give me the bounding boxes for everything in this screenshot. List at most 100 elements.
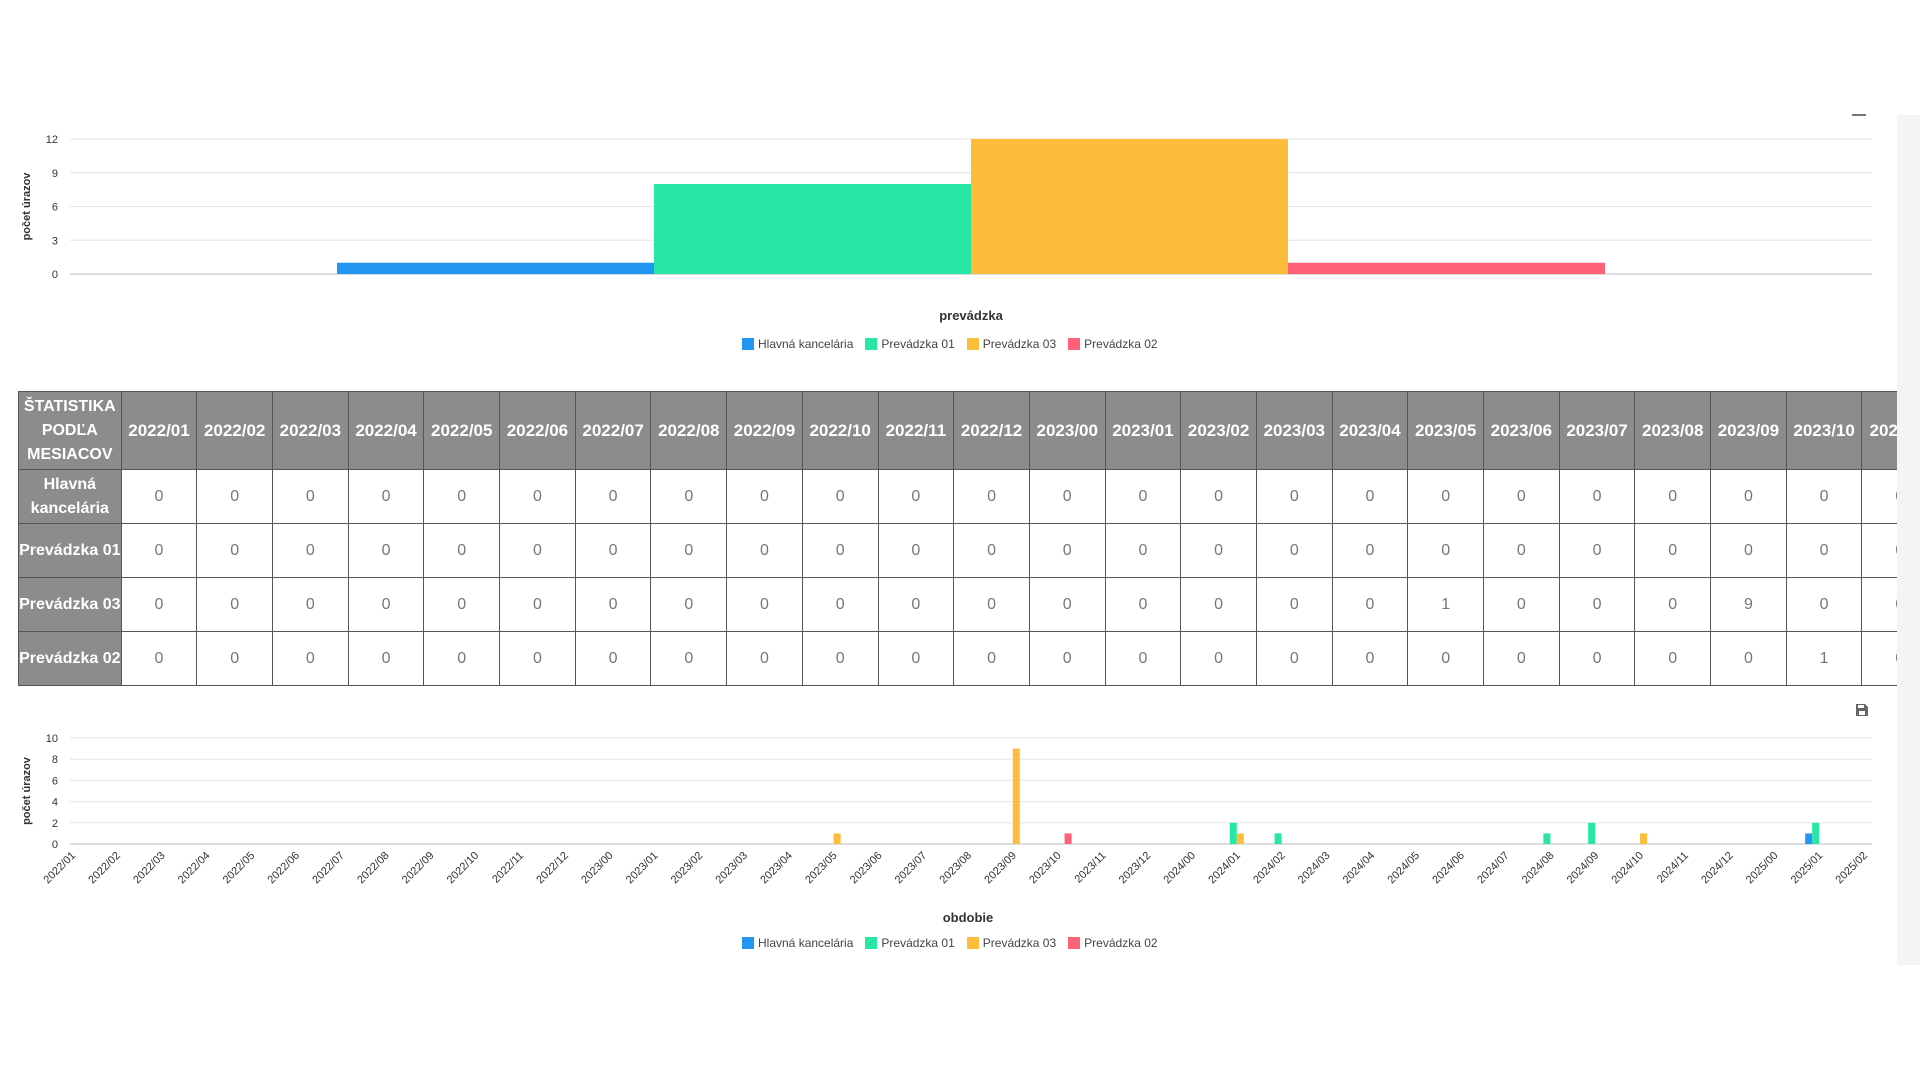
table-cell: 0 (272, 577, 349, 632)
bar-prevadzka-01[interactable] (1812, 822, 1820, 844)
bar-prevadzka-03[interactable] (1236, 833, 1244, 844)
y-axis-label: počet úrazov (21, 756, 33, 825)
scrollbar-track[interactable] (1897, 115, 1920, 965)
bar-prevadzka-01[interactable] (1543, 833, 1551, 844)
table-cell: 0 (499, 577, 576, 632)
legend-item-hlavna-kancelaria[interactable]: Hlavná kancelária (742, 936, 853, 950)
bar-hlavna-kancelaria[interactable] (1805, 833, 1813, 844)
table-cell: 0 (196, 631, 274, 686)
minimize-icon[interactable] (1852, 114, 1866, 116)
bar-prevadzka-03[interactable] (971, 139, 1288, 274)
column-header: 2023/00 (1028, 391, 1106, 470)
table-cell: 0 (1483, 523, 1560, 578)
bar-prevadzka-03[interactable] (1012, 748, 1020, 844)
bar-hlavna-kancelaria[interactable] (337, 262, 654, 274)
y-tick-label: 6 (52, 775, 58, 787)
save-icon[interactable] (1855, 703, 1869, 717)
column-header: 2023/05 (1407, 391, 1485, 470)
y-tick-label: 6 (52, 202, 58, 214)
table-cell: 0 (1255, 523, 1333, 578)
table-row: Prevádzka 020000000000000000000000100 (18, 631, 1920, 686)
legend-item-hlavna-kancelaria[interactable]: Hlavná kancelária (742, 337, 853, 351)
legend-top: Hlavná kancelária Prevádzka 01 Prevádzka 0… (742, 337, 1158, 351)
bar-prevadzka-02[interactable] (1288, 262, 1605, 274)
bar-prevadzka-01[interactable] (654, 184, 971, 274)
table-cell: 0 (1104, 469, 1182, 524)
table-cell: 0 (650, 577, 728, 632)
legend-swatch (865, 338, 878, 350)
table-cell: 1 (1407, 577, 1485, 632)
table-cell: 0 (877, 631, 955, 686)
x-tick-label: 2025/00 (1744, 850, 1781, 887)
table-cell: 0 (801, 469, 879, 524)
table-cell: 0 (1180, 469, 1257, 524)
x-tick-label: 2024/04 (1341, 850, 1378, 887)
table-cell: 0 (1785, 523, 1863, 578)
y-tick-label: 10 (46, 733, 58, 745)
row-header: Prevádzka 01 (18, 523, 122, 578)
x-tick-label: 2024/07 (1475, 850, 1512, 887)
bar-prevadzka-03[interactable] (1640, 833, 1647, 844)
x-tick-label: 2023/06 (848, 850, 885, 887)
table-cell: 0 (272, 523, 349, 578)
table-cell: 0 (650, 631, 728, 686)
bar-prevadzka-02[interactable] (1064, 833, 1072, 844)
table-cell: 0 (1407, 469, 1485, 524)
x-tick-label: 2022/12 (534, 850, 571, 887)
y-tick-label: 2 (52, 818, 58, 830)
table-cell: 0 (1407, 631, 1485, 686)
table-cell: 0 (347, 577, 425, 632)
legend-label: Prevádzka 01 (881, 936, 955, 950)
legend-label: Prevádzka 03 (982, 936, 1057, 950)
column-header: 2023/03 (1255, 391, 1333, 470)
table-cell: 0 (801, 577, 879, 632)
legend-item-prevadzka-03[interactable]: Prevádzka 03 (966, 936, 1057, 950)
legend-item-prevadzka-01[interactable]: Prevádzka 01 (865, 337, 955, 351)
bar-prevadzka-03[interactable] (833, 833, 841, 844)
table-cell: 0 (1710, 523, 1787, 578)
column-header: 2022/04 (347, 391, 425, 470)
table-cell: 0 (877, 523, 955, 578)
table-cell: 0 (1558, 523, 1636, 578)
table-cell: 9 (1710, 577, 1787, 632)
table-cell: 0 (1255, 577, 1333, 632)
column-header: 2022/05 (423, 391, 501, 470)
row-header: Hlavná kancelária (18, 469, 122, 524)
x-tick-label: 2023/10 (1027, 850, 1064, 887)
y-tick-label: 12 (46, 134, 58, 146)
monthly-stats-table: ŠTATISTIKA PODĽA MESIACOV 2022/01 2022/02 2… (18, 391, 1920, 686)
y-axis-label: počet úrazov (21, 172, 33, 241)
table-cell: 0 (877, 469, 955, 524)
x-tick-label: 2024/09 (1565, 850, 1602, 887)
column-header: 2023/04 (1331, 391, 1409, 470)
table-cell: 0 (196, 577, 274, 632)
table-cell: 0 (726, 523, 803, 578)
bar-prevadzka-01[interactable] (1229, 822, 1237, 844)
table-cell: 0 (801, 631, 879, 686)
legend-swatch (742, 338, 754, 350)
x-tick-label: 2023/03 (714, 850, 751, 887)
table-cell: 0 (347, 469, 425, 524)
table-cell: 1 (1785, 631, 1863, 686)
table-cell: 0 (953, 577, 1030, 632)
column-header: 2022/03 (272, 391, 349, 470)
legend-swatch (865, 937, 878, 949)
table-cell: 0 (499, 469, 576, 524)
table-cell: 0 (726, 631, 803, 686)
bar-prevadzka-01[interactable] (1274, 833, 1282, 844)
x-tick-label: 2022/03 (131, 850, 168, 887)
table-cell: 0 (120, 469, 198, 524)
legend-item-prevadzka-01[interactable]: Prevádzka 01 (865, 936, 955, 950)
x-tick-label: 2024/00 (1162, 850, 1199, 887)
table-cell: 0 (1028, 631, 1106, 686)
table-row: Prevádzka 030000000000000000010009000 (18, 577, 1920, 632)
x-tick-label: 2022/07 (310, 850, 347, 887)
table-cell: 0 (196, 469, 274, 524)
table-cell: 0 (1104, 523, 1182, 578)
bar-prevadzka-01[interactable] (1588, 822, 1596, 844)
legend-item-prevadzka-02[interactable]: Prevádzka 02 (1068, 337, 1158, 351)
legend-item-prevadzka-02[interactable]: Prevádzka 02 (1068, 936, 1158, 950)
table-cell: 0 (1104, 577, 1182, 632)
legend-item-prevadzka-03[interactable]: Prevádzka 03 (966, 337, 1056, 351)
legend-swatch (1068, 338, 1081, 350)
